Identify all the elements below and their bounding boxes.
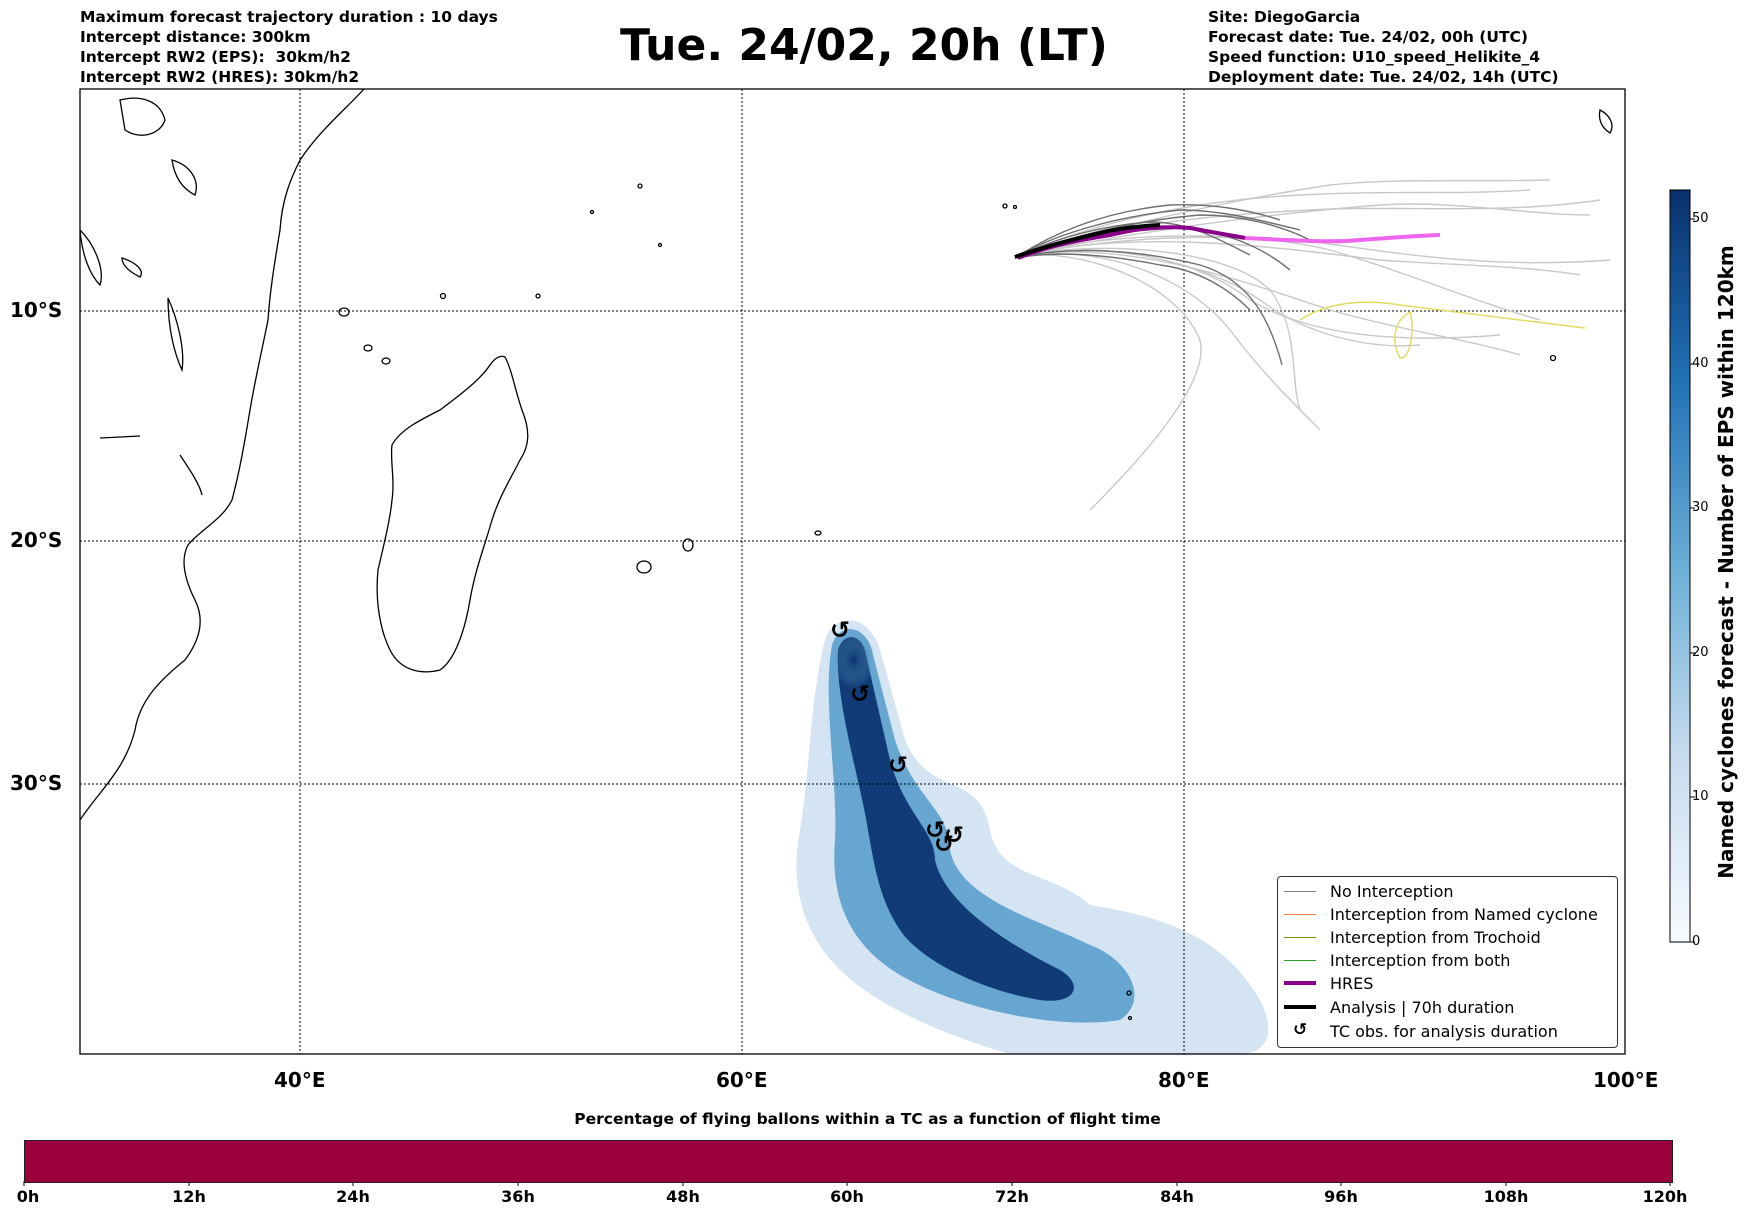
tc-obs-icon: ↺ <box>1293 1020 1308 1040</box>
colorbar-tick-label: 40 <box>1692 356 1709 371</box>
lon-label: 80°E <box>1158 1068 1210 1092</box>
legend-swatch <box>1284 960 1316 961</box>
colorbar-tick-label: 50 <box>1692 211 1709 226</box>
hres-trajectory-extension <box>1244 233 1441 244</box>
lat-label: 30°S <box>10 771 63 795</box>
flight-time-tick: 84h <box>1160 1187 1194 1206</box>
density-peak <box>832 632 876 688</box>
cyclone-density-core <box>837 637 1074 1001</box>
legend-label: Interception from Trochoid <box>1330 928 1541 947</box>
tc-obs-symbol: ↺ <box>944 821 964 849</box>
colorbar-tick-label: 0 <box>1692 934 1701 949</box>
colorbar-tick-label: 30 <box>1692 500 1709 515</box>
legend-swatch <box>1284 914 1316 915</box>
bottom-bar-title: Percentage of flying ballons within a TC… <box>574 1110 1161 1128</box>
legend-label: No Interception <box>1330 882 1454 901</box>
tc-obs-symbol: ↺ <box>888 751 908 779</box>
madagascar-coastline <box>376 355 529 673</box>
legend-swatch <box>1284 937 1316 938</box>
flight-time-tick: 24h <box>336 1187 370 1206</box>
lon-label: 40°E <box>274 1068 326 1092</box>
legend-swatch <box>1284 891 1316 892</box>
analysis-trajectory <box>1014 223 1161 259</box>
legend-swatch <box>1284 1005 1316 1009</box>
info-left-line: Intercept distance: 300km <box>80 28 311 46</box>
legend-swatch <box>1284 981 1316 985</box>
legend-item: Interception from Trochoid <box>1278 926 1617 948</box>
legend-item: No Interception <box>1278 880 1617 902</box>
legend-item: HRES <box>1278 972 1617 994</box>
coastlines <box>80 89 1613 1021</box>
lon-label: 100°E <box>1593 1068 1659 1092</box>
legend-item: Interception from Named cyclone <box>1278 903 1617 925</box>
africa-coastline <box>80 89 365 821</box>
tc-obs-symbol: ↺ <box>925 816 945 844</box>
legend-label: HRES <box>1330 974 1374 993</box>
flight-time-tick: 36h <box>501 1187 535 1206</box>
legend-label: Analysis | 70h duration <box>1330 998 1515 1017</box>
flight-time-tick: 108h <box>1483 1187 1529 1206</box>
legend-item: Interception from both <box>1278 949 1617 971</box>
lon-label: 60°E <box>716 1068 768 1092</box>
info-right-line: Forecast date: Tue. 24/02, 00h (UTC) <box>1208 28 1529 46</box>
colorbar-ticks <box>1690 218 1695 943</box>
info-left-line: Maximum forecast trajectory duration : 1… <box>80 8 498 26</box>
legend-label: Interception from Named cyclone <box>1330 905 1598 924</box>
legend-label: TC obs. for analysis duration <box>1330 1022 1558 1041</box>
tc-obs-symbol: ↺ <box>934 830 954 858</box>
map-frame <box>79 88 1626 1055</box>
info-left-line: Intercept RW2 (EPS): 30km/h2 <box>80 48 351 66</box>
colorbar <box>1669 189 1691 943</box>
info-right-line: Deployment date: Tue. 24/02, 14h (UTC) <box>1208 68 1559 86</box>
info-left-block: Maximum forecast trajectory duration : 1… <box>80 7 498 87</box>
flight-time-tick: 96h <box>1324 1187 1358 1206</box>
colorbar-tick-label: 10 <box>1692 789 1709 804</box>
flight-time-tick: 12h <box>172 1187 206 1206</box>
trochoid-interception-trajectory <box>1299 301 1586 359</box>
flight-time-tick: 0h <box>16 1187 40 1206</box>
map-title: Tue. 24/02, 20h (LT) <box>620 20 1108 71</box>
tc-obs-symbol: ↺ <box>830 616 850 644</box>
legend-item: Analysis | 70h duration <box>1278 996 1617 1018</box>
info-right-block: Site: DiegoGarcia Forecast date: Tue. 24… <box>1208 7 1559 87</box>
flight-time-bar <box>24 1140 1673 1183</box>
map-legend: No Interception Interception from Named … <box>1277 876 1618 1048</box>
flight-time-tick: 120h <box>1642 1187 1688 1206</box>
tc-obs-symbol: ↺ <box>850 680 870 708</box>
info-right-line: Speed function: U10_speed_Helikite_4 <box>1208 48 1541 66</box>
flight-time-tick: 72h <box>995 1187 1029 1206</box>
tc-observations: ↺ ↺ ↺ ↺ ↺ ↺ <box>830 616 964 858</box>
lat-label: 10°S <box>10 298 63 322</box>
info-right-line: Site: DiegoGarcia <box>1208 8 1361 26</box>
flight-time-tick: 60h <box>830 1187 864 1206</box>
info-left-line: Intercept RW2 (HRES): 30km/h2 <box>80 68 360 86</box>
flight-time-tick: 48h <box>666 1187 700 1206</box>
legend-item: ↺ TC obs. for analysis duration <box>1278 1020 1617 1042</box>
colorbar-tick-label: 20 <box>1692 645 1709 660</box>
legend-label: Interception from both <box>1330 951 1511 970</box>
colorbar-title: Named cyclones forecast - Number of EPS … <box>1714 245 1738 879</box>
gridlines <box>80 89 1625 1054</box>
lat-label: 20°S <box>10 528 63 552</box>
